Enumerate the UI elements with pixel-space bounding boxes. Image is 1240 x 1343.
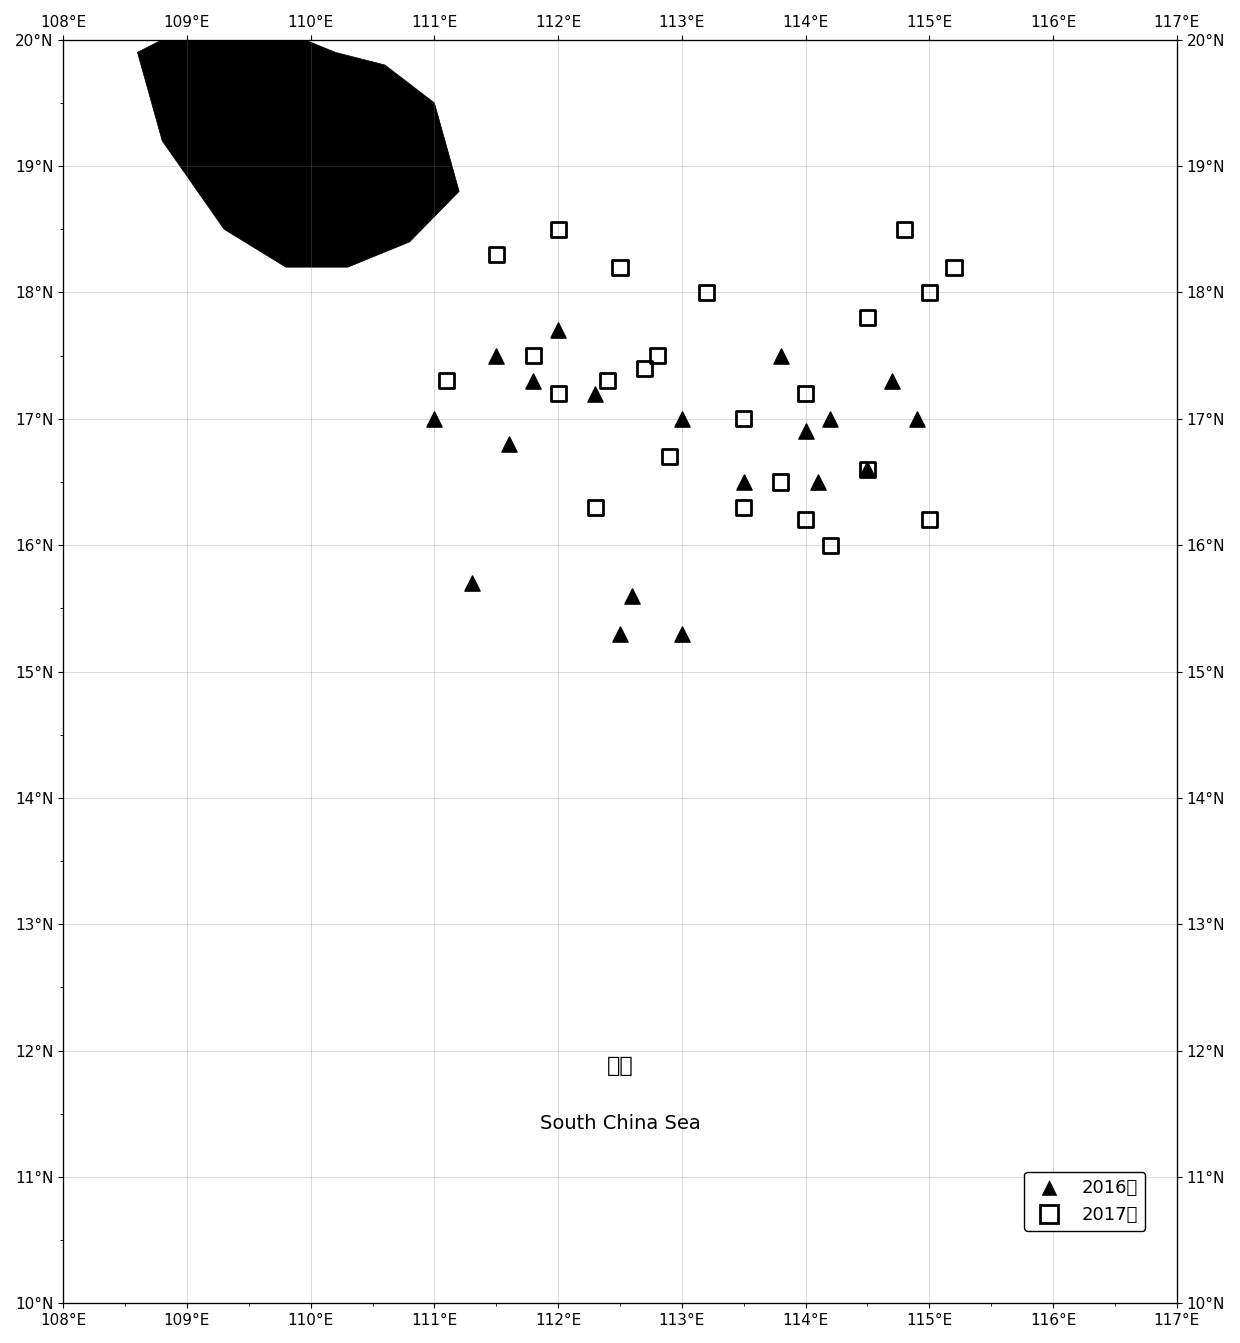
Polygon shape [0,40,63,1303]
2017年 [919,509,939,530]
2016年 [821,408,841,430]
2017年 [585,497,605,518]
2017年 [598,371,618,392]
2017年 [796,383,816,404]
2017年 [660,446,680,467]
2017年 [486,244,506,266]
2016年 [424,408,444,430]
2017年 [610,257,630,278]
2017年 [548,219,568,240]
2016年 [548,320,568,341]
2016年 [808,471,828,493]
2016年 [622,586,642,607]
2017年 [858,308,878,329]
2017年 [796,509,816,530]
2016年 [672,408,692,430]
2016年 [883,371,903,392]
2017年 [771,471,791,493]
2017年 [894,219,914,240]
2016年 [498,434,518,455]
2017年 [523,345,543,367]
2016年 [610,623,630,645]
Legend: 2016年, 2017年: 2016年, 2017年 [1024,1171,1146,1232]
2017年 [821,535,841,556]
2016年 [858,458,878,479]
2017年 [635,357,655,379]
2016年 [734,471,754,493]
2017年 [734,408,754,430]
2017年 [548,383,568,404]
2017年 [734,497,754,518]
2017年 [436,371,456,392]
2016年 [771,345,791,367]
2016年 [523,371,543,392]
2017年 [858,458,878,479]
2016年 [906,408,926,430]
2017年 [697,282,717,304]
2016年 [672,623,692,645]
Text: South China Sea: South China Sea [539,1113,701,1132]
2016年 [461,572,481,594]
2017年 [919,282,939,304]
2016年 [585,383,605,404]
Text: 南海: 南海 [606,1056,634,1076]
2016年 [796,420,816,442]
2017年 [647,345,667,367]
2017年 [944,257,963,278]
Polygon shape [138,27,459,267]
2016年 [486,345,506,367]
